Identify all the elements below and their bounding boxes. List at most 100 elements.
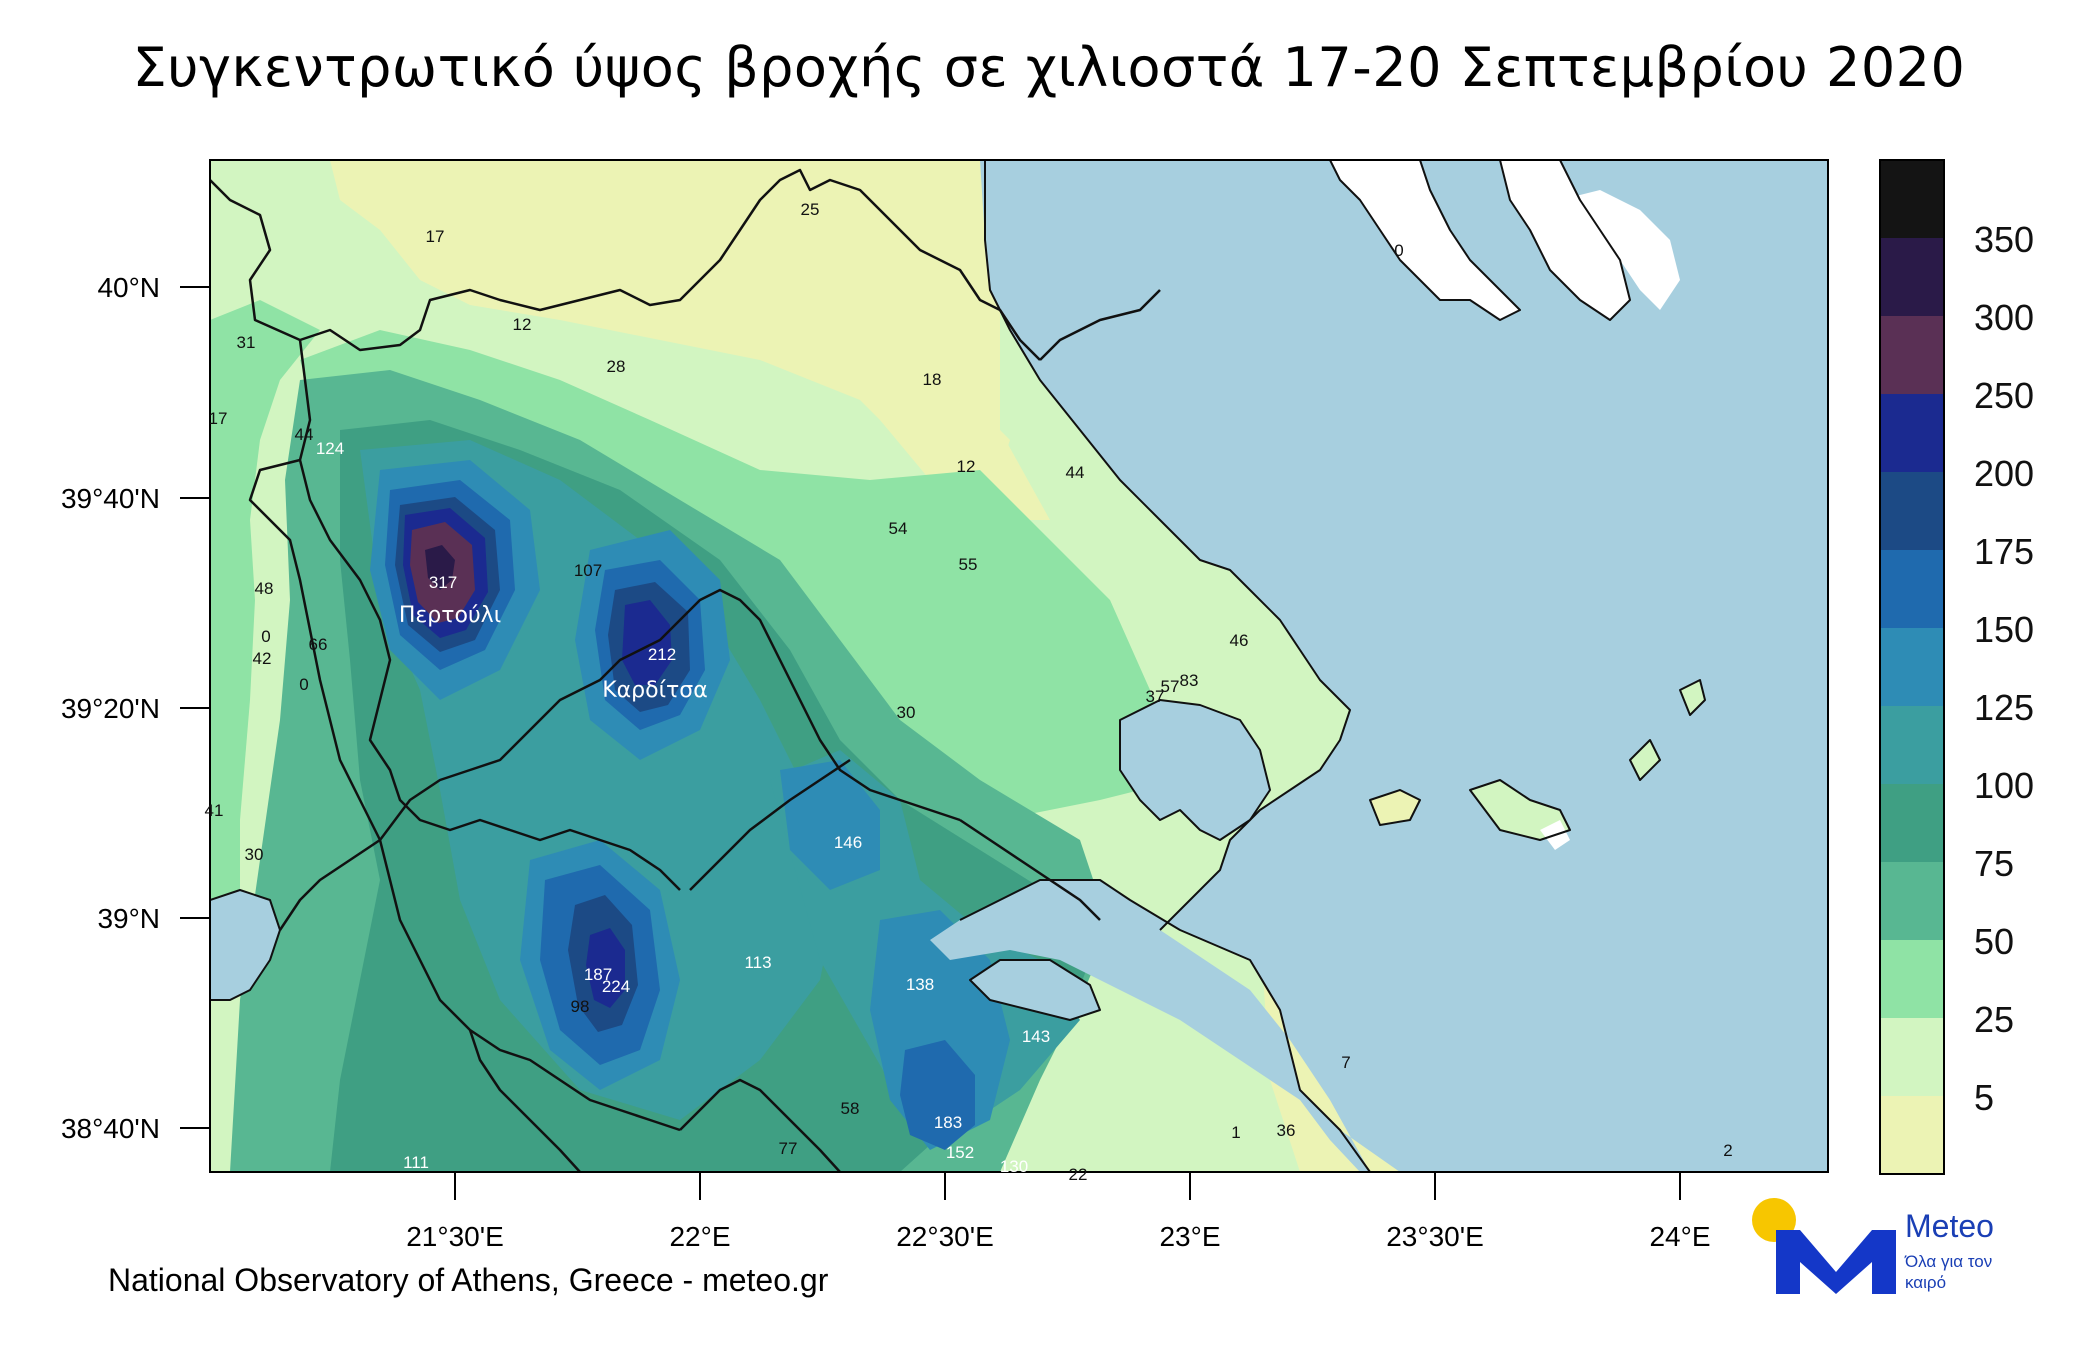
- legend-label: 75: [1974, 843, 2014, 884]
- station-value: 66: [309, 635, 328, 654]
- station-value: 187: [584, 965, 612, 984]
- station-value: 54: [889, 519, 908, 538]
- longitude-ticks: [454, 1172, 1681, 1200]
- meteo-logo: [1752, 1198, 1896, 1294]
- rain-zone-5-25-north: [330, 160, 1050, 520]
- map-frame: [209, 159, 1829, 1173]
- lon-label: 23°30'E: [1386, 1221, 1484, 1252]
- station-value: 55: [959, 555, 978, 574]
- lon-label: 22°E: [669, 1221, 730, 1252]
- lon-label: 22°30'E: [896, 1221, 994, 1252]
- station-value: 41: [205, 801, 224, 820]
- legend-swatch-100-125: [1880, 706, 1944, 784]
- legend-swatch-0-5: [1880, 1096, 1944, 1174]
- legend-swatch-75-100: [1880, 784, 1944, 862]
- station-value: 12: [513, 315, 532, 334]
- chalkidiki-kassandra: [1330, 160, 1520, 320]
- legend-label: 100: [1974, 765, 2034, 806]
- station-value: 224: [602, 977, 630, 996]
- color-legend: [1879, 159, 1945, 1175]
- station-value: 146: [834, 833, 862, 852]
- station-value: 130: [1000, 1157, 1028, 1176]
- legend-swatch-5-25: [1880, 1018, 1944, 1096]
- station-value: 42: [253, 649, 272, 668]
- legend-label: 150: [1974, 609, 2034, 650]
- station-value: 57: [1161, 677, 1180, 696]
- station-value: 107: [574, 561, 602, 580]
- chalkidiki-sithonia: [1500, 160, 1630, 320]
- lat-label: 38°40'N: [61, 1113, 160, 1144]
- station-value: 30: [897, 703, 916, 722]
- island-1: [1630, 740, 1660, 780]
- legend-swatch-250-300: [1880, 316, 1944, 394]
- station-value: 30: [245, 845, 264, 864]
- rain-zone-200-250-c: [586, 928, 625, 1008]
- logo-text: Meteo Όλα για τον καιρό: [1905, 1208, 2005, 1293]
- town-labels: Περτούλι Καρδίτσα: [399, 603, 708, 703]
- station-value: 317: [429, 573, 457, 592]
- station-value: 12: [957, 457, 976, 476]
- legend-swatch-50-75: [1880, 862, 1944, 940]
- station-value: 183: [934, 1113, 962, 1132]
- lat-label: 39°20'N: [61, 693, 160, 724]
- station-value: 48: [255, 579, 274, 598]
- legend-label: 200: [1974, 453, 2034, 494]
- station-value: 17: [426, 227, 445, 246]
- station-value: 44: [295, 425, 314, 444]
- station-value: 212: [648, 645, 676, 664]
- station-value: 83: [1180, 671, 1199, 690]
- legend-swatch-175-200: [1880, 472, 1944, 550]
- station-value: 138: [906, 975, 934, 994]
- ambracian-gulf: [210, 890, 280, 1000]
- station-value: 0: [261, 627, 270, 646]
- rain-zone-150-175-d: [900, 1040, 975, 1150]
- station-value: 111: [403, 1153, 429, 1172]
- legend-label: 25: [1974, 999, 2014, 1040]
- legend-label: 350: [1974, 219, 2034, 260]
- rain-zone-200-250-b: [622, 600, 672, 685]
- rain-zone-5-25-ne: [880, 390, 1010, 480]
- footer-credit: National Observatory of Athens, Greece -…: [108, 1262, 829, 1298]
- station-value: 18: [923, 370, 942, 389]
- station-value: 17: [209, 409, 228, 428]
- legend-swatch-350-plus: [1880, 160, 1944, 238]
- longitude-labels: 21°30'E 22°E 22°30'E 23°E 23°30'E 24°E: [406, 1221, 1710, 1252]
- station-values: 17 25 12 28 31 17 44 124 18 12 44 54 55 …: [205, 200, 1733, 1184]
- legend-swatch-200-250: [1880, 394, 1944, 472]
- station-value: 58: [841, 1099, 860, 1118]
- rain-zone-125-150-d: [780, 760, 880, 890]
- regional-borders: [210, 168, 1161, 1172]
- lon-label: 21°30'E: [406, 1221, 504, 1252]
- island-skopelos: [1470, 780, 1570, 840]
- rain-zone-25-50-west: [210, 300, 320, 920]
- lat-label: 39°N: [97, 903, 160, 934]
- lat-label: 40°N: [97, 272, 160, 303]
- station-value: 77: [779, 1139, 798, 1158]
- station-value: 36: [1277, 1121, 1296, 1140]
- latitude-ticks: [180, 286, 210, 1129]
- rain-zone-300-350: [425, 545, 455, 590]
- legend-label: 250: [1974, 375, 2034, 416]
- island-skiathos: [1370, 790, 1420, 825]
- legend-frame: [1879, 159, 1945, 1175]
- logo-m-icon: [1776, 1230, 1896, 1294]
- legend-labels: 350 300 250 200 175 150 125 100 75 50 25…: [1974, 219, 2034, 1118]
- station-value: 28: [607, 357, 626, 376]
- map-title: Συγκεντρωτικό ύψος βροχής σε χιλιοστά 17…: [132, 36, 1966, 99]
- legend-swatch-125-150: [1880, 628, 1944, 706]
- station-value: 31: [237, 333, 256, 352]
- station-value: 1: [1231, 1123, 1240, 1142]
- station-value: 98: [571, 997, 590, 1016]
- maliakos-gulf: [970, 960, 1100, 1020]
- station-value: 2: [1723, 1141, 1732, 1160]
- chalkidiki-athos: [1560, 190, 1680, 310]
- lon-label: 23°E: [1159, 1221, 1220, 1252]
- latitude-labels: 40°N 39°40'N 39°20'N 39°N 38°40'N: [61, 272, 160, 1144]
- station-value: 22: [1069, 1165, 1088, 1184]
- station-value: 44: [1066, 463, 1085, 482]
- station-value: 152: [946, 1143, 974, 1162]
- lon-label: 24°E: [1649, 1221, 1710, 1252]
- station-value: 25: [801, 200, 820, 219]
- legend-label: 175: [1974, 531, 2034, 572]
